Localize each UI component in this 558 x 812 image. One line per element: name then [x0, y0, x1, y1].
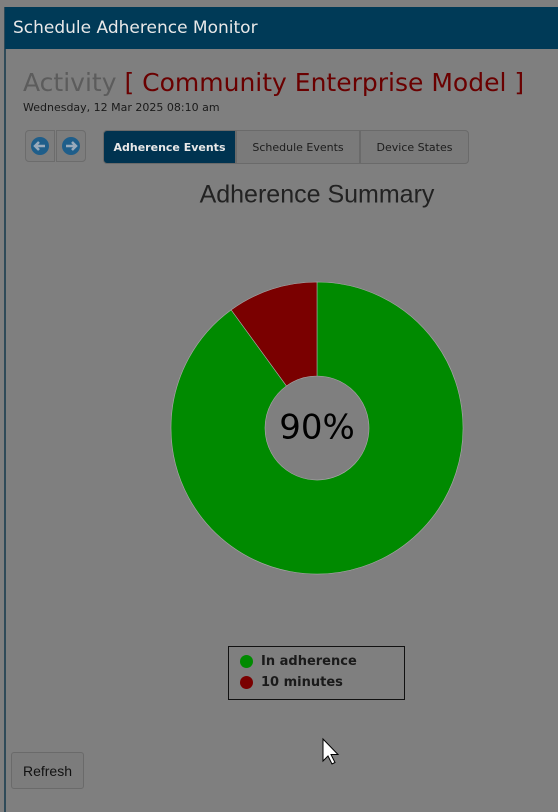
activity: Activity [ Community Enterprise Model ] [23, 68, 524, 97]
legend-label: In adherence [261, 654, 357, 669]
slice [230, 281, 318, 387]
icon [62, 137, 80, 155]
legend-marker [240, 676, 253, 689]
border [4, 7, 6, 812]
date: Wednesday, 12 Mar 2025 08:10 am [23, 101, 220, 114]
tab[interactable]: Device States [360, 130, 469, 164]
chart-title: Adherence Summary [200, 181, 435, 209]
prev-button[interactable] [25, 130, 55, 162]
tab[interactable]: Schedule Events [236, 130, 360, 164]
tabs: Adherence Events Schedule Events Device … [103, 130, 469, 164]
slice [170, 281, 464, 575]
window-title: Schedule Adherence Monitor [5, 7, 558, 49]
center-label: 90% [279, 408, 355, 448]
legend-item: 10 minutes [240, 675, 343, 690]
next-button[interactable] [56, 130, 86, 162]
tab[interactable]: Adherence Events [103, 130, 236, 164]
legend-label: 10 minutes [261, 675, 343, 690]
legend-item: In adherence [240, 654, 357, 669]
refresh-button[interactable]: Refresh [11, 752, 84, 789]
activity-name: [ Community Enterprise Model ] [124, 68, 525, 97]
legend: In adherence 10 minutes [228, 646, 405, 700]
icon [31, 137, 49, 155]
activity-label: Activity [23, 68, 117, 97]
legend-marker [240, 655, 253, 668]
